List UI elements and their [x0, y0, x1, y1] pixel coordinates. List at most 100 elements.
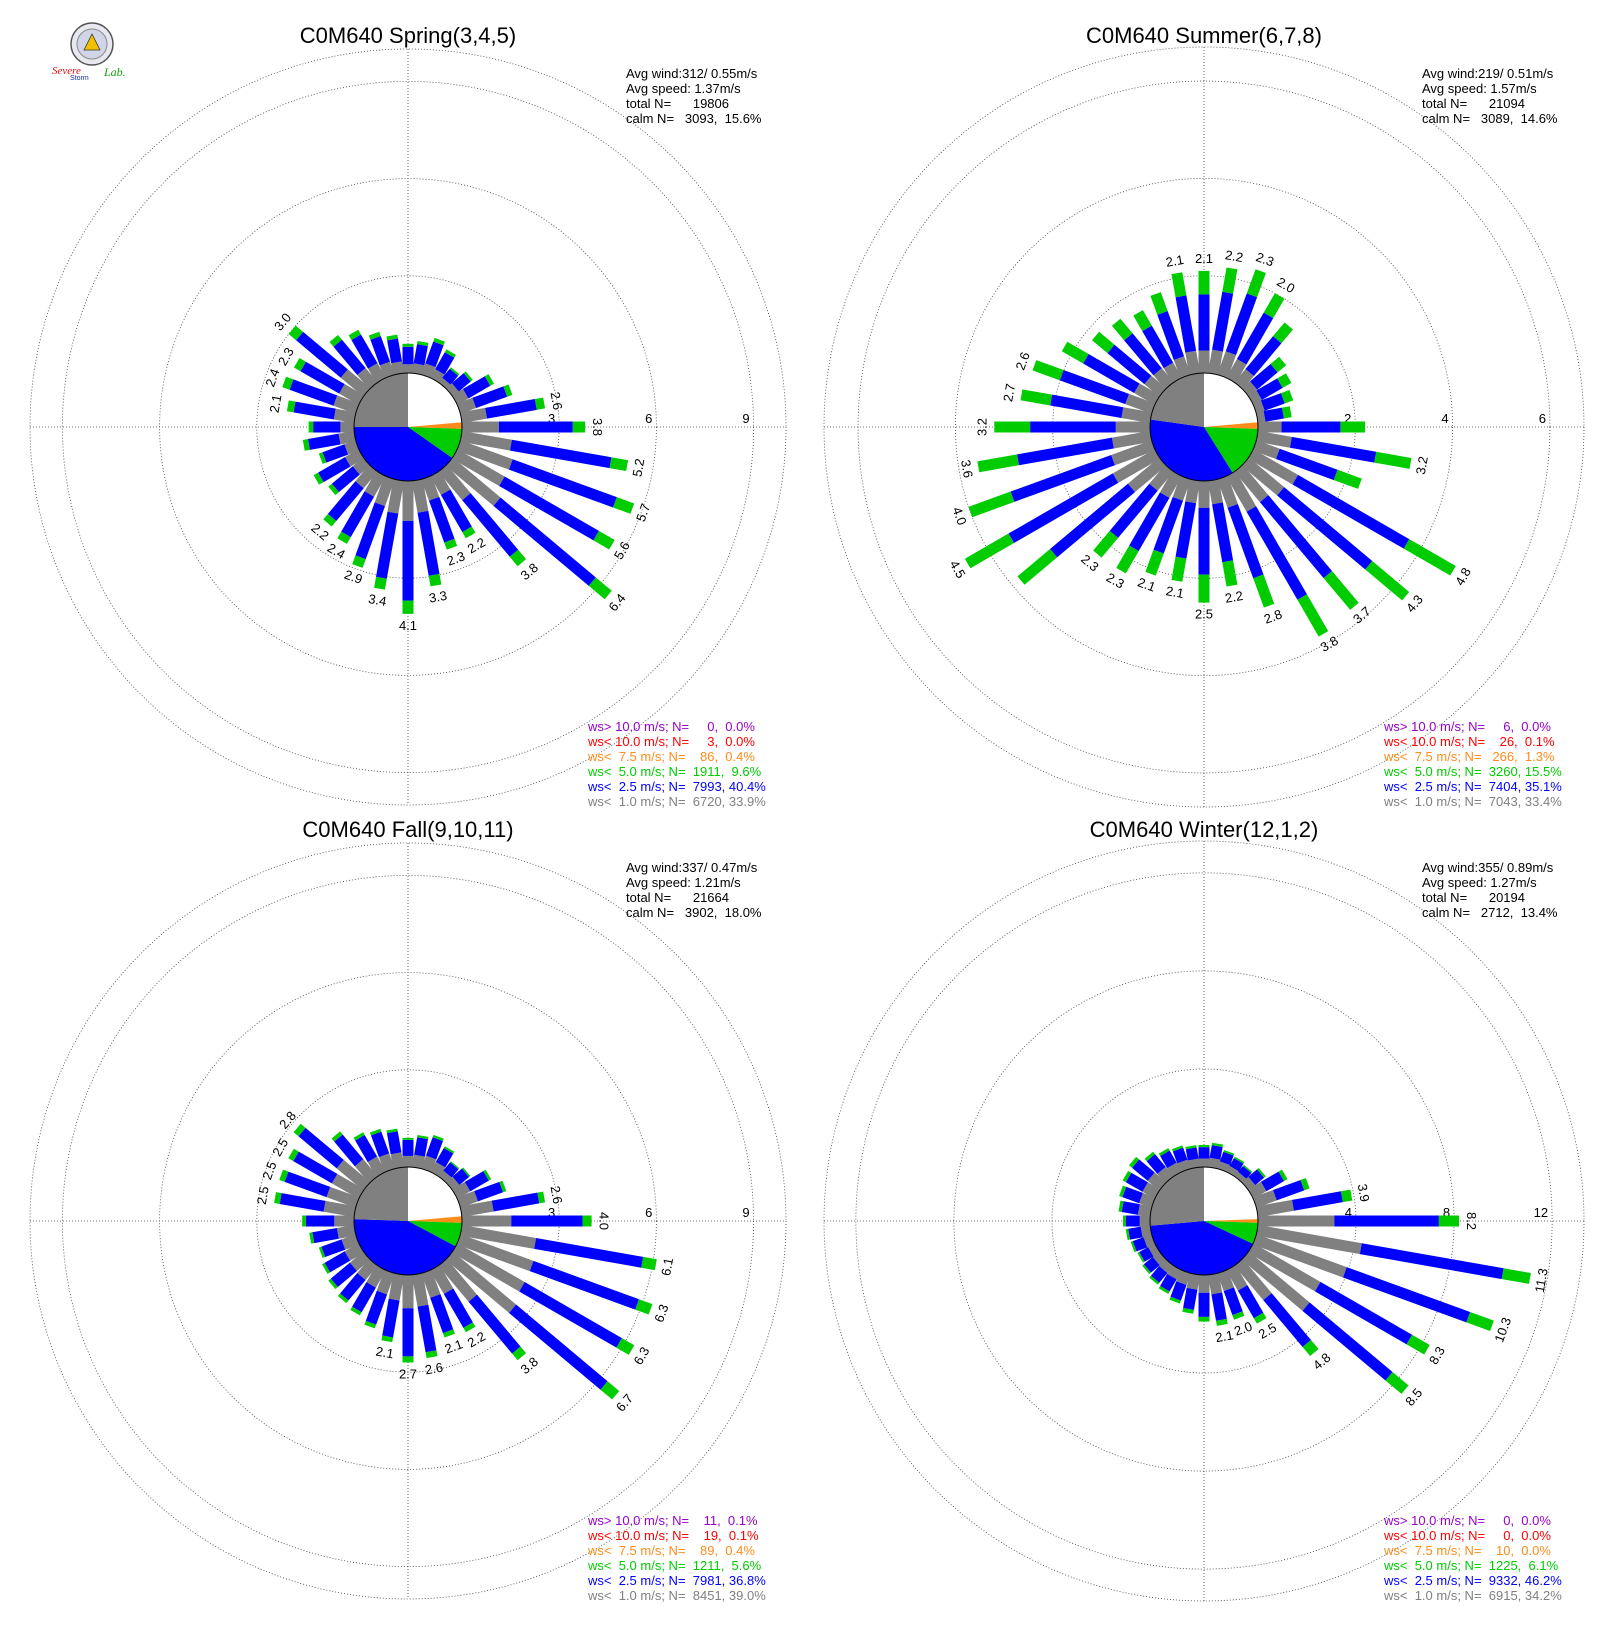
windrose-bar-segment	[355, 502, 386, 560]
windrose-bar-segment	[445, 457, 501, 506]
windrose-bar-segment	[1252, 400, 1265, 414]
windrose-bar-segment	[499, 476, 599, 541]
windrose-bar-segment	[1222, 560, 1238, 587]
ring-tick-label: 6	[645, 411, 652, 426]
windrose-bar-segment	[461, 1167, 471, 1177]
windrose-bar-segment	[288, 325, 304, 341]
bar-value-label: 5.2	[629, 457, 647, 477]
windrose-bar-segment	[1275, 448, 1338, 481]
windrose-bar-segment	[1139, 1192, 1156, 1208]
bar-value-label: 2.7	[1000, 382, 1018, 402]
windrose-bar-segment	[456, 397, 477, 414]
windrose-bar-segment	[326, 1186, 360, 1208]
ring-tick-label: 6	[645, 1205, 652, 1220]
windrose-bar-segment	[1256, 410, 1266, 424]
windrose-bar-segment	[1256, 1224, 1362, 1255]
bar-value-label: 2.5	[1256, 1320, 1279, 1342]
windrose-bar-segment	[977, 454, 1019, 473]
windrose-bar-segment	[411, 363, 425, 375]
windrose-bar-segment	[1223, 1287, 1243, 1316]
windrose-bar-segment	[1139, 1246, 1154, 1262]
bar-value-label: 2.4	[262, 367, 282, 389]
windrose-bar-segment	[1093, 530, 1119, 558]
legend-entry: ws< 7.5 m/s; N= 10, 0.0%	[1383, 1543, 1551, 1558]
calm-wedge	[408, 427, 462, 458]
windrose-bar-segment	[1385, 1372, 1409, 1394]
windrose-bar-segment	[282, 376, 294, 390]
windrose-bar-segment	[1323, 571, 1359, 610]
windrose-bar-segment	[1257, 1167, 1266, 1178]
windrose-bar-segment	[635, 1299, 653, 1315]
bar-value-label: 11.3	[1532, 1267, 1551, 1294]
windrose-bar-segment	[449, 367, 460, 376]
bar-value-label: 10.3	[1491, 1315, 1514, 1344]
windrose-bar-segment	[1374, 451, 1412, 469]
windrose-bar-segment	[336, 1159, 371, 1191]
windrose-bar-segment	[344, 1243, 364, 1261]
windrose-bar-segment	[333, 395, 360, 414]
windrose-bar-segment	[298, 1127, 344, 1169]
windrose-bar-segment	[417, 510, 440, 576]
windrose-bar-segment	[452, 1168, 470, 1185]
ring-tick-label: 3	[548, 1205, 555, 1220]
windrose-bar-segment	[340, 369, 371, 397]
legend-entry: ws< 5.0 m/s; N= 3260, 15.5%	[1383, 764, 1562, 779]
chart-title: C0M640 Fall(9,10,11)	[302, 817, 513, 842]
windrose-bar-segment	[330, 1262, 357, 1288]
windrose-bar-segment	[1252, 1190, 1277, 1208]
windrose-bar-segment	[1185, 479, 1201, 504]
bar-value-label: 6.3	[630, 1344, 652, 1367]
stat-line: Avg speed: 1.57m/s	[1422, 81, 1537, 96]
bar-value-label: 2.3	[1078, 551, 1101, 574]
ring-tick-label: 12	[1534, 1205, 1548, 1220]
windrose-bar-segment	[1124, 333, 1162, 376]
calm-wedge	[408, 1167, 435, 1221]
windrose-bar-segment	[1032, 360, 1064, 381]
windrose-bar-segment	[1216, 1318, 1228, 1326]
windrose-bar-segment	[331, 1173, 364, 1199]
windrose-bar-segment	[1116, 545, 1139, 574]
calm-wedge	[1204, 1221, 1258, 1244]
windrose-bar-segment	[1122, 1186, 1143, 1204]
windrose-bar-segment	[964, 533, 1014, 569]
windrose-bar-segment	[534, 397, 546, 410]
windrose-bar-segment	[352, 457, 371, 475]
outer-ring	[29, 48, 787, 806]
ring-tick-label: 6	[1539, 411, 1546, 426]
windrose-bar-segment	[366, 1265, 386, 1288]
windrose-bar-segment	[421, 363, 436, 379]
windrose-bar-segment	[334, 1134, 364, 1167]
windrose-bar-segment	[1314, 1281, 1413, 1345]
bar-value-label: 8.5	[1402, 1385, 1425, 1408]
windrose-bar-segment	[1170, 1281, 1187, 1301]
windrose-bar-segment	[337, 1293, 349, 1304]
bar-value-label: 3.8	[517, 560, 540, 583]
windrose-bar-segment	[341, 491, 375, 538]
windrose-bar-segment	[1241, 1176, 1256, 1191]
windrose-bar-segment	[1122, 1170, 1132, 1183]
windrose-bar-segment	[1172, 1147, 1188, 1164]
bar-value-label: 4.3	[1403, 592, 1426, 615]
windrose-bar-segment	[318, 452, 327, 464]
windrose-bar-segment	[1158, 1286, 1170, 1294]
windrose-bar-segment	[1237, 1285, 1264, 1319]
windrose-bar-segment	[344, 440, 360, 455]
stat-line: total N= 21094	[1422, 96, 1525, 111]
windrose-bar-segment	[463, 371, 473, 382]
windrose-bar-segment	[1241, 1251, 1310, 1311]
windrose-bar-segment	[1008, 473, 1119, 544]
windrose-bar-segment	[1270, 356, 1287, 373]
windrose-bar-segment	[417, 340, 429, 347]
windrose-bar-segment	[1277, 373, 1292, 388]
windrose-bar-segment	[293, 1123, 306, 1137]
calm-wedge	[408, 1221, 462, 1247]
stat-line: calm N= 3902, 18.0%	[626, 905, 762, 920]
windrose-bar-segment	[370, 336, 391, 366]
bar-value-label: 2.1	[1165, 583, 1185, 601]
bar-value-label: 4.1	[399, 618, 417, 633]
windrose-bar-segment	[445, 1176, 460, 1191]
windrose-bar-segment	[430, 369, 445, 383]
windrose-bar-segment	[1241, 381, 1258, 397]
bar-value-label: 2.3	[1104, 570, 1127, 592]
windrose-bar-segment	[1256, 1199, 1294, 1218]
